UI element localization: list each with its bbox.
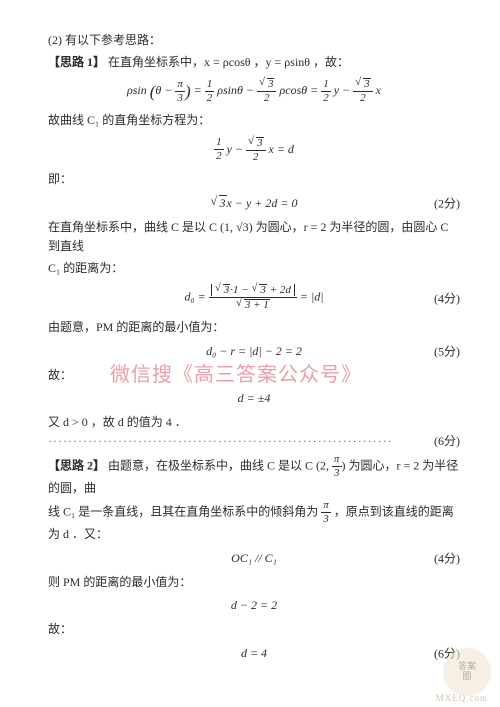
eq-2: 12 y − 32 x = d (48, 137, 460, 163)
eq-9: d − 2 = 2 (48, 598, 460, 613)
dots-1: ········································… (48, 434, 393, 448)
idea2-text-a: 由题意，在极坐标系中，曲线 C 是以 C (2, (108, 458, 332, 472)
idea-1: 【思路 1】 在直角坐标系中，x = ρcosθ ，y = ρsinθ ，故： (48, 53, 460, 72)
idea-2-l1: 【思路 2】 由题意，在极坐标系中，曲线 C 是以 C (2, π3) 为圆心，… (48, 454, 460, 498)
tag-4fen-2: (4分) (434, 550, 460, 567)
eq-5: d₀ − r = |d| − 2 = 2 (5分) (48, 344, 460, 359)
line-6: 故： (48, 366, 460, 385)
line-3: 即： (48, 170, 460, 189)
line-9: 故： (48, 620, 460, 639)
tag-2fen-1: (2分) (434, 195, 460, 212)
eq-4: d₀ = 3·1 − 3 + 2d 3 + 1 = |d| (4分) (48, 284, 460, 311)
line-7: 又 d > 0 ，故 d 的值为 4 ． ···················… (48, 413, 460, 450)
eq-1: ρsin (θ − π3) = 12 ρsinθ − 32 ρcosθ = 12… (48, 78, 460, 104)
line-8: 则 PM 的距离的最小值为： (48, 573, 460, 592)
idea1-title: 【思路 1】 (48, 55, 105, 69)
idea-2-l2: 线 C₁ 是一条直线，且其在直角坐标系中的倾斜角为 π3 ，原点到该直线的距离为… (48, 500, 460, 544)
eq10-body: d = 4 (241, 646, 267, 660)
corner-logo: 答案 圈 (443, 648, 491, 696)
line-4a: 在直角坐标系中，曲线 C 是以 C (1, √3) 为圆心，r = 2 为半径的… (48, 218, 460, 255)
line-5: 由题意，PM 的距离的最小值为： (48, 318, 460, 337)
logo-bot: 圈 (462, 672, 471, 682)
tag-5fen: (5分) (434, 343, 460, 360)
line-2: 故曲线 C₁ 的直角坐标方程为： (48, 111, 460, 130)
idea2-title: 【思路 2】 (48, 458, 105, 472)
eq5-body: d₀ − r = |d| − 2 = 2 (206, 344, 302, 358)
line-1: (2) 有以下参考思路： (48, 31, 460, 50)
eq-3: 3x − y + 2d = 0 (2分) (48, 195, 460, 211)
corner-url: MXEQ.com (436, 693, 488, 703)
eq-8: OC₁ // C₁ (4分) (48, 551, 460, 566)
eq-10: d = 4 (6分) (48, 646, 460, 661)
line-7-text: 又 d > 0 ，故 d 的值为 4 ． (48, 415, 187, 429)
tag-4fen-1: (4分) (434, 289, 460, 306)
eq8-body: OC₁ // C₁ (231, 551, 277, 565)
idea1-text: 在直角坐标系中，x = ρcosθ ，y = ρsinθ ，故： (108, 55, 349, 69)
idea2-line2a: 线 C₁ 是一条直线，且其在直角坐标系中的倾斜角为 (48, 504, 321, 518)
tag-6fen-1: (6分) (434, 432, 460, 451)
eq-6: d = ±4 (48, 391, 460, 406)
line-4b: C₁ 的距离为： (48, 259, 460, 278)
